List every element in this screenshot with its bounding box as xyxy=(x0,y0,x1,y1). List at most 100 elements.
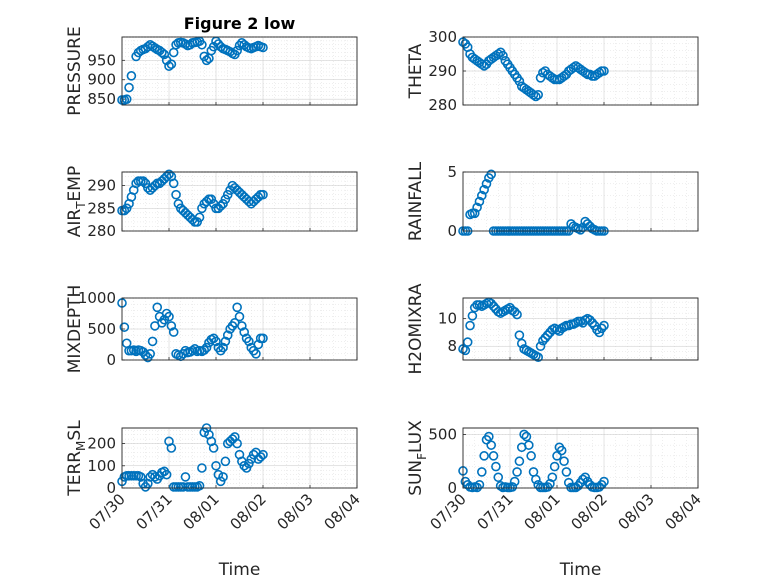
y-tick-label: 0 xyxy=(106,479,116,497)
data-point xyxy=(218,472,228,482)
data-point xyxy=(599,66,609,76)
x-tick-label: 08/01 xyxy=(521,490,564,533)
data-point xyxy=(559,71,569,81)
data-point xyxy=(592,324,602,335)
data-point xyxy=(531,474,541,485)
data-point xyxy=(159,49,170,60)
data-point xyxy=(126,71,137,81)
data-point xyxy=(140,178,151,189)
data-point xyxy=(599,476,609,487)
data-point xyxy=(222,330,233,341)
data-point xyxy=(488,451,499,461)
data-point xyxy=(514,76,525,86)
data-point xyxy=(587,317,598,328)
data-point xyxy=(561,467,572,477)
data-point xyxy=(239,327,249,337)
data-point xyxy=(479,184,489,195)
data-point xyxy=(493,49,504,59)
x-tick-label: 08/03 xyxy=(615,490,658,533)
data-point xyxy=(121,94,132,104)
data-point xyxy=(164,311,174,322)
data-point xyxy=(161,171,172,182)
data-point xyxy=(173,198,184,209)
data-point xyxy=(509,306,520,317)
y-axis-label: PRESSURE xyxy=(65,26,85,115)
y-tick-label: 280 xyxy=(87,222,116,240)
y-axis-label: AIRTEMP xyxy=(65,166,88,237)
x-axis-label: Time xyxy=(559,560,602,580)
data-point xyxy=(208,443,219,453)
data-point xyxy=(253,339,264,350)
data-point xyxy=(479,451,489,461)
y-tick-label: 5 xyxy=(447,163,457,181)
data-point xyxy=(166,443,177,453)
y-tick-label: 0 xyxy=(447,222,457,240)
data-point xyxy=(150,472,160,482)
axes-frame xyxy=(462,171,699,232)
data-point xyxy=(150,180,160,191)
data-point xyxy=(540,333,551,343)
y-axis-label: H2OMIXRA xyxy=(406,283,426,374)
y-tick-label: 290 xyxy=(87,177,116,195)
subplot-6: 8 10 H2OMIXRA xyxy=(406,283,699,375)
data-point xyxy=(479,61,489,71)
data-point xyxy=(521,431,532,442)
data-point xyxy=(472,202,482,213)
data-point xyxy=(594,67,605,78)
data-point xyxy=(215,41,226,52)
data-point xyxy=(484,431,494,442)
y-tick-label: 0 xyxy=(106,351,116,369)
data-point xyxy=(599,320,609,331)
data-point xyxy=(192,217,202,227)
data-point xyxy=(178,482,188,492)
data-point xyxy=(206,194,217,205)
data-point xyxy=(150,43,160,53)
x-tick-label: 07/31 xyxy=(133,490,176,533)
data-point xyxy=(197,39,207,50)
data-point xyxy=(476,467,487,477)
data-point xyxy=(211,336,221,347)
y-tick-label: 290 xyxy=(428,62,457,80)
data-point xyxy=(164,169,174,180)
data-point xyxy=(507,482,518,492)
data-point xyxy=(585,315,595,325)
data-point xyxy=(559,456,569,467)
data-point xyxy=(232,302,242,313)
data-point xyxy=(121,203,132,214)
data-point xyxy=(237,321,247,331)
y-axis-label: SUNFLUX xyxy=(406,420,429,496)
y-tick-label: 950 xyxy=(87,51,116,69)
y-tick-label: 1000 xyxy=(78,289,116,307)
x-tick-label: 08/03 xyxy=(274,490,317,533)
data-point xyxy=(222,189,233,200)
data-point xyxy=(225,46,235,57)
data-point xyxy=(472,482,482,493)
chart-title: Figure 2 low xyxy=(184,14,296,33)
data-point xyxy=(542,330,553,341)
data-point xyxy=(481,179,492,189)
data-point xyxy=(578,474,588,485)
y-tick-label: 300 xyxy=(428,28,457,46)
subplot-4: 0 5 RAINFALL xyxy=(406,161,699,241)
data-point xyxy=(220,456,231,467)
data-point xyxy=(234,311,245,322)
data-point xyxy=(147,336,158,347)
data-point xyxy=(232,45,242,56)
data-point xyxy=(585,69,595,80)
data-point xyxy=(180,472,191,482)
data-point xyxy=(512,309,522,320)
data-point xyxy=(211,460,221,471)
data-point xyxy=(119,205,130,216)
data-point xyxy=(462,337,473,347)
x-tick-label: 08/01 xyxy=(180,490,223,533)
data-point xyxy=(526,451,536,461)
x-tick-label: 08/04 xyxy=(662,490,705,533)
data-point xyxy=(168,327,179,337)
y-tick-label: 0 xyxy=(447,479,457,497)
data-point xyxy=(251,348,261,359)
data-point xyxy=(258,189,268,200)
y-tick-label: 850 xyxy=(87,90,116,108)
data-point xyxy=(168,178,179,189)
